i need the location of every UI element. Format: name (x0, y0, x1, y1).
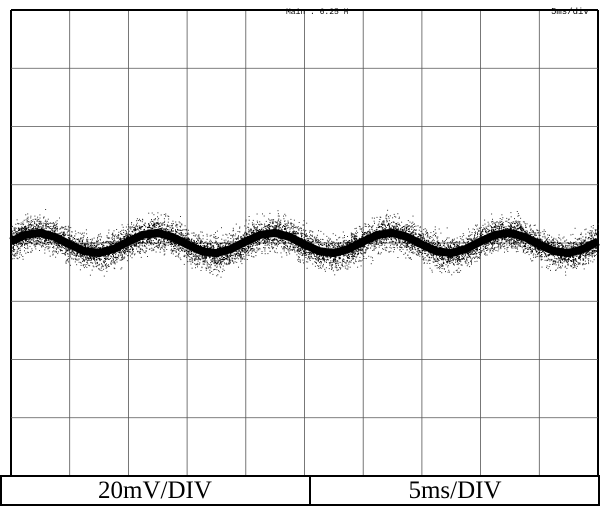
waveform-trace (9, 209, 600, 278)
record-length-label: Main : 6.25 M (286, 8, 349, 17)
caption-frame (0, 475, 600, 506)
horizontal-scale-caption: 5ms/DIV (408, 477, 502, 504)
ripple-series-line (9, 228, 600, 258)
vertical-scale-caption: 20mV/DIV (98, 477, 212, 504)
timebase-label: 5ms/div (551, 7, 589, 17)
